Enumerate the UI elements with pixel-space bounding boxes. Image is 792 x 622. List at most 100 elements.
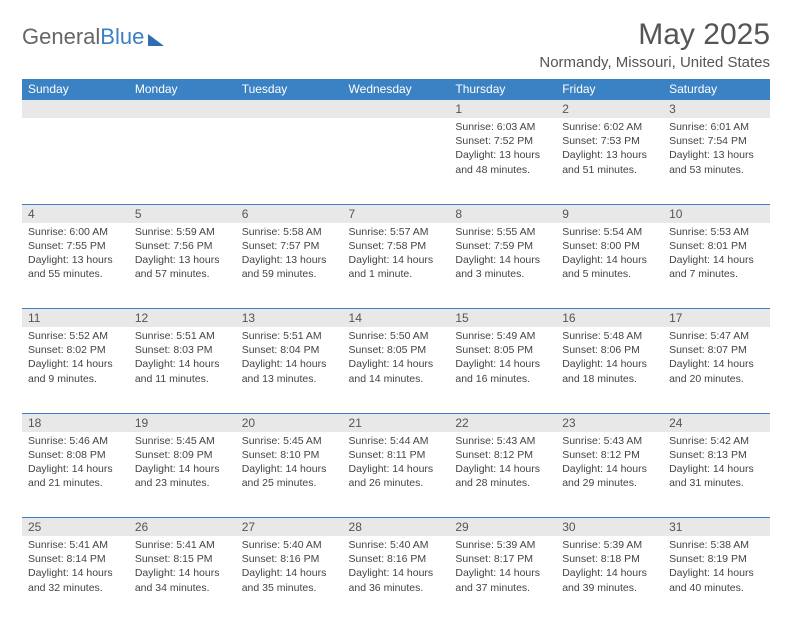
sunset-line: Sunset: 8:05 PM bbox=[349, 343, 444, 357]
daylight-line: Daylight: 14 hours and 40 minutes. bbox=[669, 566, 764, 594]
sunset-line: Sunset: 8:02 PM bbox=[28, 343, 123, 357]
day-content: Sunrise: 5:49 AMSunset: 8:05 PMDaylight:… bbox=[449, 327, 556, 390]
daylight-line: Daylight: 14 hours and 32 minutes. bbox=[28, 566, 123, 594]
daylight-line: Daylight: 14 hours and 34 minutes. bbox=[135, 566, 230, 594]
day-number: 7 bbox=[343, 204, 450, 223]
weekday-header: Friday bbox=[556, 79, 663, 100]
sunset-line: Sunset: 8:14 PM bbox=[28, 552, 123, 566]
day-number: 3 bbox=[663, 100, 770, 119]
day-content: Sunrise: 5:39 AMSunset: 8:17 PMDaylight:… bbox=[449, 536, 556, 599]
day-content: Sunrise: 5:43 AMSunset: 8:12 PMDaylight:… bbox=[449, 432, 556, 495]
daylight-line: Daylight: 13 hours and 55 minutes. bbox=[28, 253, 123, 281]
sunset-line: Sunset: 8:12 PM bbox=[562, 448, 657, 462]
logo-text-1: General bbox=[22, 24, 100, 50]
content-row: Sunrise: 6:03 AMSunset: 7:52 PMDaylight:… bbox=[22, 118, 770, 204]
day-content: Sunrise: 5:43 AMSunset: 8:12 PMDaylight:… bbox=[556, 432, 663, 495]
sunset-line: Sunset: 7:54 PM bbox=[669, 134, 764, 148]
sunrise-line: Sunrise: 5:52 AM bbox=[28, 329, 123, 343]
sunset-line: Sunset: 8:16 PM bbox=[349, 552, 444, 566]
daylight-line: Daylight: 14 hours and 28 minutes. bbox=[455, 462, 550, 490]
weekday-header: Wednesday bbox=[343, 79, 450, 100]
sunrise-line: Sunrise: 5:51 AM bbox=[242, 329, 337, 343]
day-number bbox=[129, 100, 236, 119]
weekday-header: Tuesday bbox=[236, 79, 343, 100]
day-content: Sunrise: 6:01 AMSunset: 7:54 PMDaylight:… bbox=[663, 118, 770, 181]
sunrise-line: Sunrise: 5:51 AM bbox=[135, 329, 230, 343]
logo: GeneralBlue bbox=[22, 24, 164, 50]
title-block: May 2025 Normandy, Missouri, United Stat… bbox=[539, 18, 770, 71]
day-content: Sunrise: 5:58 AMSunset: 7:57 PMDaylight:… bbox=[236, 223, 343, 286]
sunset-line: Sunset: 8:05 PM bbox=[455, 343, 550, 357]
day-number: 30 bbox=[556, 518, 663, 537]
sunrise-line: Sunrise: 5:43 AM bbox=[562, 434, 657, 448]
sunset-line: Sunset: 8:06 PM bbox=[562, 343, 657, 357]
content-row: Sunrise: 5:52 AMSunset: 8:02 PM Daylight:… bbox=[22, 327, 770, 413]
sunrise-line: Sunrise: 5:57 AM bbox=[349, 225, 444, 239]
sunrise-line: Sunrise: 5:38 AM bbox=[669, 538, 764, 552]
sunrise-line: Sunrise: 5:58 AM bbox=[242, 225, 337, 239]
sunset-line: Sunset: 8:01 PM bbox=[669, 239, 764, 253]
sunset-line: Sunset: 8:09 PM bbox=[135, 448, 230, 462]
day-cell: Sunrise: 5:53 AMSunset: 8:01 PMDaylight:… bbox=[663, 223, 770, 309]
sunrise-line: Sunrise: 5:40 AM bbox=[349, 538, 444, 552]
triangle-icon bbox=[148, 34, 164, 46]
month-title: May 2025 bbox=[539, 18, 770, 52]
day-cell: Sunrise: 6:02 AMSunset: 7:53 PMDaylight:… bbox=[556, 118, 663, 204]
day-content: Sunrise: 5:51 AMSunset: 8:04 PMDaylight:… bbox=[236, 327, 343, 390]
day-content: Sunrise: 5:51 AMSunset: 8:03 PMDaylight:… bbox=[129, 327, 236, 390]
sunset-line: Sunset: 8:19 PM bbox=[669, 552, 764, 566]
sunrise-line: Sunrise: 5:42 AM bbox=[669, 434, 764, 448]
day-content: Sunrise: 6:02 AMSunset: 7:53 PMDaylight:… bbox=[556, 118, 663, 181]
sunset-line: Sunset: 8:12 PM bbox=[455, 448, 550, 462]
day-content: Sunrise: 5:44 AMSunset: 8:11 PMDaylight:… bbox=[343, 432, 450, 495]
sunset-line: Sunset: 7:56 PM bbox=[135, 239, 230, 253]
day-cell bbox=[22, 118, 129, 204]
day-cell: Sunrise: 5:40 AMSunset: 8:16 PMDaylight:… bbox=[236, 536, 343, 622]
logo-text-2: Blue bbox=[100, 24, 144, 50]
daylight-line: Daylight: 14 hours and 16 minutes. bbox=[455, 357, 550, 385]
day-number bbox=[343, 100, 450, 119]
day-cell: Sunrise: 5:41 AMSunset: 8:15 PMDaylight:… bbox=[129, 536, 236, 622]
sunrise-line: Sunrise: 6:02 AM bbox=[562, 120, 657, 134]
day-number bbox=[236, 100, 343, 119]
day-number bbox=[22, 100, 129, 119]
daylight-line: Daylight: 14 hours and 35 minutes. bbox=[242, 566, 337, 594]
sunrise-line: Sunrise: 5:39 AM bbox=[562, 538, 657, 552]
sunset-line: Sunset: 8:03 PM bbox=[135, 343, 230, 357]
sunrise-line: Sunrise: 5:53 AM bbox=[669, 225, 764, 239]
day-cell: Sunrise: 5:39 AMSunset: 8:17 PMDaylight:… bbox=[449, 536, 556, 622]
weekday-header: Thursday bbox=[449, 79, 556, 100]
sunrise-line: Sunrise: 5:54 AM bbox=[562, 225, 657, 239]
day-content: Sunrise: 5:53 AMSunset: 8:01 PMDaylight:… bbox=[663, 223, 770, 286]
daylight-line: Daylight: 13 hours and 53 minutes. bbox=[669, 148, 764, 176]
daylight-line: Daylight: 14 hours and 21 minutes. bbox=[28, 462, 123, 490]
day-content: Sunrise: 5:39 AMSunset: 8:18 PMDaylight:… bbox=[556, 536, 663, 599]
day-number: 22 bbox=[449, 413, 556, 432]
day-number: 16 bbox=[556, 309, 663, 328]
day-cell: Sunrise: 5:47 AMSunset: 8:07 PMDaylight:… bbox=[663, 327, 770, 413]
content-row: Sunrise: 6:00 AMSunset: 7:55 PMDaylight:… bbox=[22, 223, 770, 309]
day-number: 14 bbox=[343, 309, 450, 328]
day-content: Sunrise: 5:59 AMSunset: 7:56 PMDaylight:… bbox=[129, 223, 236, 286]
daylight-line: Daylight: 14 hours and 11 minutes. bbox=[135, 357, 230, 385]
day-number: 31 bbox=[663, 518, 770, 537]
sunset-line: Sunset: 7:52 PM bbox=[455, 134, 550, 148]
day-number: 2 bbox=[556, 100, 663, 119]
sunrise-line: Sunrise: 5:48 AM bbox=[562, 329, 657, 343]
sunrise-line: Sunrise: 5:41 AM bbox=[28, 538, 123, 552]
day-number: 23 bbox=[556, 413, 663, 432]
day-content: Sunrise: 5:48 AMSunset: 8:06 PMDaylight:… bbox=[556, 327, 663, 390]
sunset-line: Sunset: 8:18 PM bbox=[562, 552, 657, 566]
day-number: 26 bbox=[129, 518, 236, 537]
day-cell: Sunrise: 5:48 AMSunset: 8:06 PMDaylight:… bbox=[556, 327, 663, 413]
day-cell: Sunrise: 5:49 AMSunset: 8:05 PMDaylight:… bbox=[449, 327, 556, 413]
daylight-line: Daylight: 14 hours and 31 minutes. bbox=[669, 462, 764, 490]
day-cell bbox=[129, 118, 236, 204]
sunrise-line: Sunrise: 5:40 AM bbox=[242, 538, 337, 552]
day-number: 1 bbox=[449, 100, 556, 119]
sunset-line: Sunset: 7:55 PM bbox=[28, 239, 123, 253]
sunset-line: Sunset: 8:15 PM bbox=[135, 552, 230, 566]
day-cell: Sunrise: 5:44 AMSunset: 8:11 PMDaylight:… bbox=[343, 432, 450, 518]
day-number: 20 bbox=[236, 413, 343, 432]
daylight-line: Daylight: 14 hours and 3 minutes. bbox=[455, 253, 550, 281]
